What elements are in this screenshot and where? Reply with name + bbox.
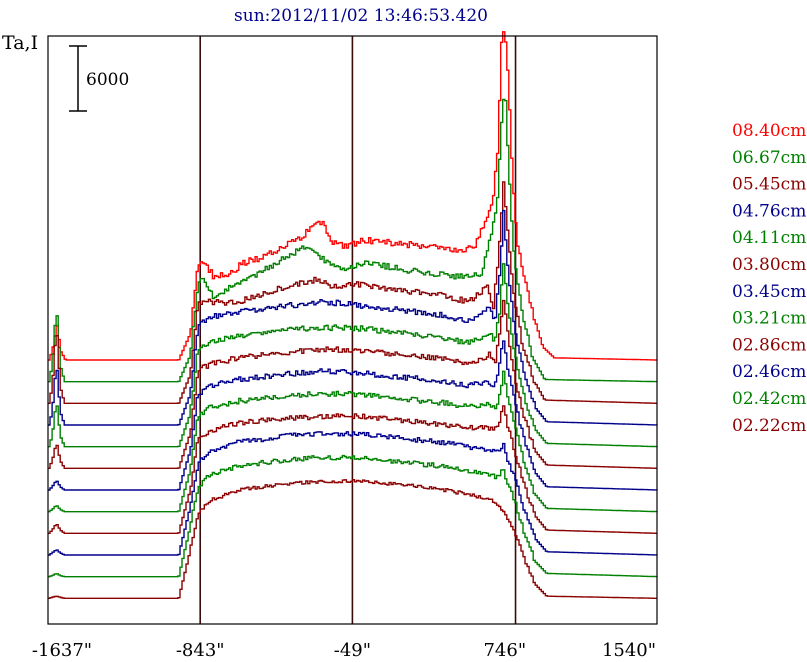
series-line-05.45cm	[48, 181, 657, 404]
series-line-02.86cm	[48, 405, 657, 534]
legend-entry: 02.22cm	[732, 416, 806, 436]
legend-entry: 04.76cm	[732, 201, 806, 221]
scale-bar: 6000	[69, 45, 129, 112]
scale-bar-label: 6000	[86, 70, 129, 90]
chart-title: sun:2012/11/02 13:46:53.420	[234, 6, 488, 26]
series-line-03.45cm	[48, 340, 658, 491]
series-line-06.67cm	[48, 98, 658, 383]
legend-entry: 06.67cm	[732, 148, 806, 168]
legend-entry: 08.40cm	[732, 121, 806, 141]
series-lines	[48, 31, 658, 599]
legend-entry: 03.80cm	[732, 255, 806, 275]
legend: 08.40cm 06.67cm 05.45cm 04.76cm 04.11cm 03.80…	[732, 121, 806, 436]
legend-entry: 02.86cm	[732, 335, 806, 355]
x-tick-label: -49"	[334, 640, 371, 661]
series-line-04.11cm	[48, 263, 658, 448]
series-line-03.21cm	[48, 370, 658, 513]
legend-entry: 03.45cm	[732, 282, 806, 302]
legend-entry: 05.45cm	[732, 175, 806, 195]
x-tick-label: 1540"	[602, 640, 656, 661]
x-tick-labels: -1637" -843" -49" 746" 1540"	[32, 640, 656, 661]
legend-entry: 02.42cm	[732, 389, 806, 409]
x-tick-label: 746"	[483, 640, 526, 661]
legend-entry: 02.46cm	[732, 362, 806, 382]
x-tick-label: -1637"	[32, 640, 92, 661]
series-line-03.80cm	[48, 299, 657, 469]
series-line-08.40cm	[48, 31, 657, 361]
y-axis-label: Ta,I	[2, 32, 38, 54]
x-tick-label: -843"	[176, 640, 225, 661]
series-line-02.46cm	[48, 431, 658, 556]
series-line-04.76cm	[48, 209, 658, 426]
series-line-02.42cm	[48, 454, 658, 578]
legend-entry: 03.21cm	[732, 309, 806, 329]
plot-frame	[47, 35, 658, 625]
legend-entry: 04.11cm	[732, 228, 806, 248]
series-line-02.22cm	[48, 479, 657, 599]
